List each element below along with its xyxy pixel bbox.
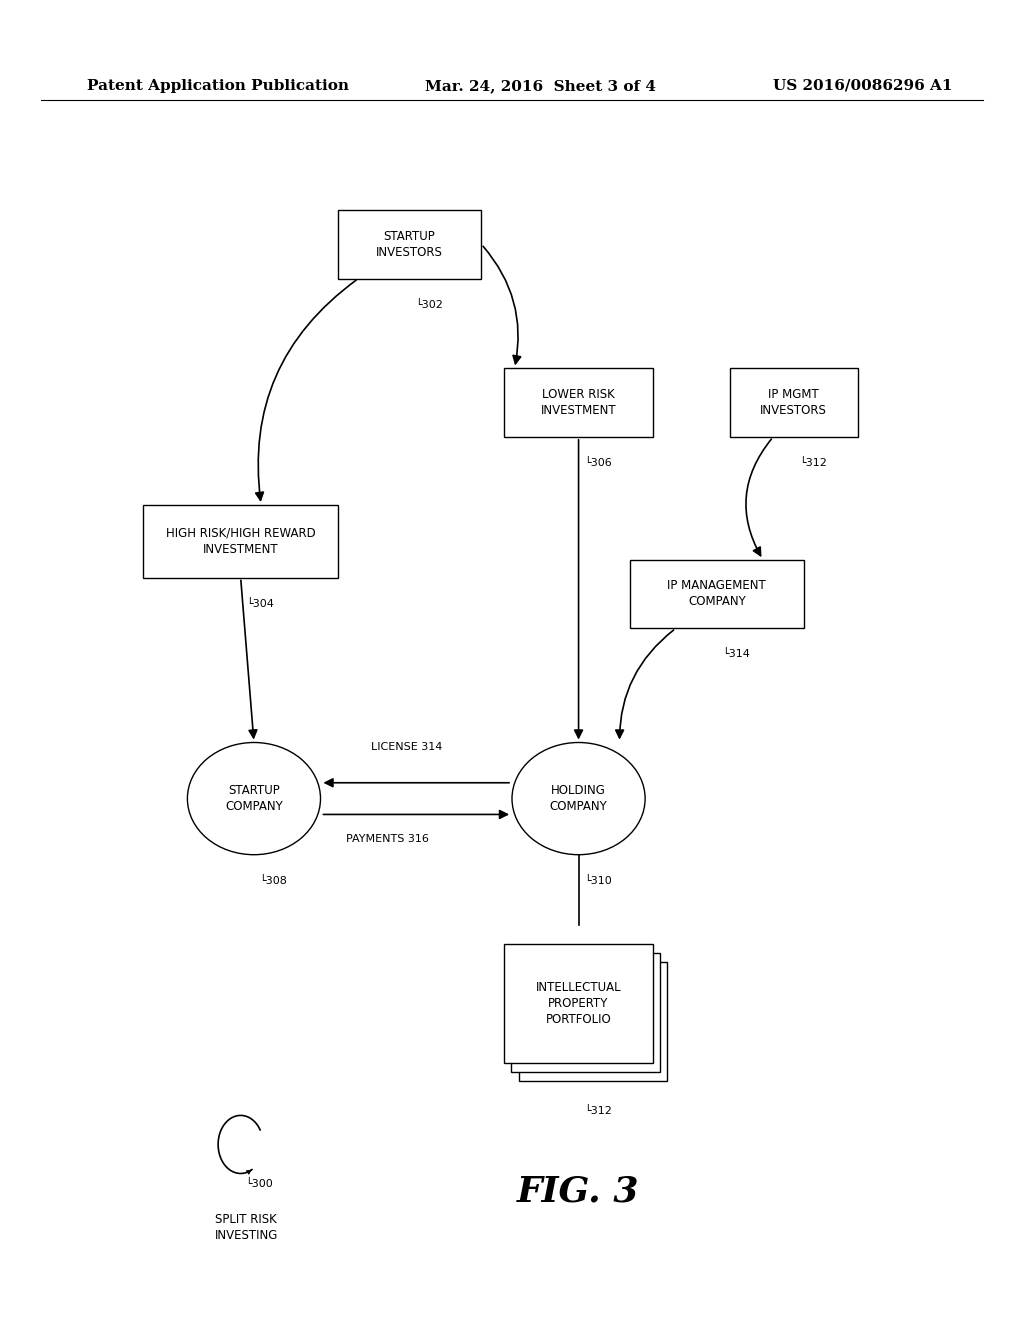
Text: └302: └302 xyxy=(415,300,442,310)
Text: └312: └312 xyxy=(584,1106,611,1117)
Text: LICENSE 314: LICENSE 314 xyxy=(371,742,442,752)
Text: IP MANAGEMENT
COMPANY: IP MANAGEMENT COMPANY xyxy=(668,579,766,609)
Text: └306: └306 xyxy=(584,458,611,469)
FancyBboxPatch shape xyxy=(504,944,653,1063)
Text: HIGH RISK/HIGH REWARD
INVESTMENT: HIGH RISK/HIGH REWARD INVESTMENT xyxy=(166,527,315,556)
Text: HOLDING
COMPANY: HOLDING COMPANY xyxy=(550,784,607,813)
Ellipse shape xyxy=(187,742,321,855)
Text: Patent Application Publication: Patent Application Publication xyxy=(87,79,349,92)
Text: INTELLECTUAL
PROPERTY
PORTFOLIO: INTELLECTUAL PROPERTY PORTFOLIO xyxy=(536,981,622,1026)
Text: PAYMENTS 316: PAYMENTS 316 xyxy=(346,834,429,845)
FancyBboxPatch shape xyxy=(338,210,481,279)
FancyBboxPatch shape xyxy=(511,953,659,1072)
Text: └310: └310 xyxy=(584,875,611,886)
Text: STARTUP
COMPANY: STARTUP COMPANY xyxy=(225,784,283,813)
FancyBboxPatch shape xyxy=(143,504,338,578)
Text: US 2016/0086296 A1: US 2016/0086296 A1 xyxy=(773,79,952,92)
Text: └314: └314 xyxy=(722,649,750,660)
Text: └300: └300 xyxy=(245,1179,272,1189)
Text: FIG. 3: FIG. 3 xyxy=(517,1175,640,1209)
Text: IP MGMT
INVESTORS: IP MGMT INVESTORS xyxy=(760,388,827,417)
FancyBboxPatch shape xyxy=(504,368,653,437)
Text: SPLIT RISK
INVESTING: SPLIT RISK INVESTING xyxy=(215,1213,279,1242)
FancyBboxPatch shape xyxy=(630,560,804,628)
FancyBboxPatch shape xyxy=(729,368,858,437)
Text: LOWER RISK
INVESTMENT: LOWER RISK INVESTMENT xyxy=(541,388,616,417)
Text: Mar. 24, 2016  Sheet 3 of 4: Mar. 24, 2016 Sheet 3 of 4 xyxy=(425,79,656,92)
Text: └312: └312 xyxy=(799,458,826,469)
Text: └304: └304 xyxy=(246,598,273,609)
Text: └308: └308 xyxy=(259,875,287,886)
Text: STARTUP
INVESTORS: STARTUP INVESTORS xyxy=(376,230,443,259)
FancyBboxPatch shape xyxy=(518,962,668,1081)
Ellipse shape xyxy=(512,742,645,855)
